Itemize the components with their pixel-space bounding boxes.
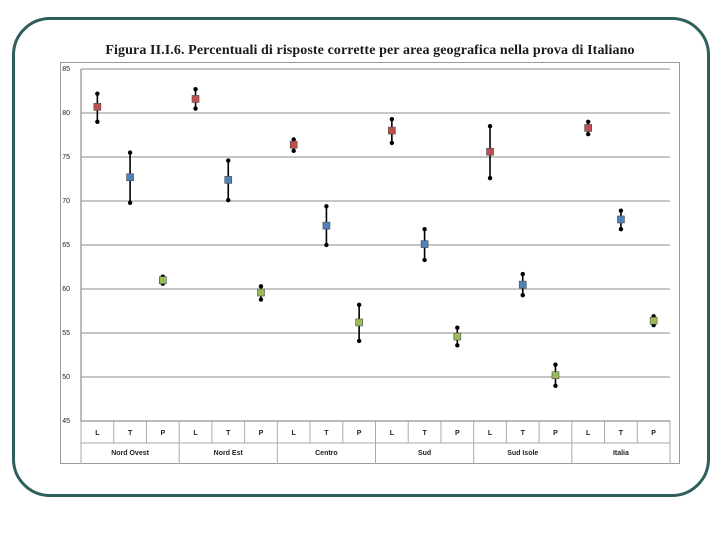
- chart-area: [60, 62, 680, 464]
- error-bar-high: [95, 91, 100, 96]
- category-label-L: L: [95, 430, 100, 437]
- data-point-T: [126, 173, 134, 182]
- y-tick-label: 75: [62, 154, 70, 161]
- y-tick-label: 50: [62, 374, 70, 381]
- error-bar-high: [324, 204, 329, 209]
- category-label-L: L: [488, 430, 493, 437]
- category-label-P: P: [259, 430, 264, 437]
- category-label-T: T: [521, 430, 526, 437]
- error-bar-low: [291, 148, 296, 154]
- error-bar-low: [422, 257, 427, 263]
- category-label-P: P: [455, 430, 460, 437]
- data-point-P: [649, 316, 658, 325]
- data-point-P: [355, 318, 363, 327]
- data-point-T: [322, 221, 331, 230]
- error-bar-low: [226, 197, 231, 203]
- category-label-L: L: [586, 430, 591, 437]
- data-point-P: [257, 288, 265, 297]
- error-bar-high: [520, 271, 525, 277]
- data-point-P: [551, 371, 560, 380]
- error-bar-low: [553, 383, 558, 388]
- group-label: Sud: [418, 450, 431, 457]
- error-bar-low: [520, 292, 525, 298]
- y-tick-label: 60: [62, 286, 70, 293]
- error-bar-high: [226, 158, 231, 163]
- category-label-L: L: [292, 430, 297, 437]
- y-tick-label: 65: [62, 242, 70, 249]
- data-point-P: [453, 332, 462, 341]
- category-label-T: T: [619, 430, 624, 437]
- error-bar-low: [389, 140, 395, 146]
- error-bar-low: [95, 119, 100, 125]
- error-bar-high: [291, 137, 296, 142]
- group-label: Sud Isole: [507, 450, 538, 457]
- error-bar-high: [127, 150, 133, 155]
- data-point-L: [486, 147, 494, 156]
- data-point-L: [289, 140, 298, 149]
- category-label-P: P: [160, 430, 165, 437]
- error-bar-high: [193, 87, 198, 92]
- error-bar-low: [487, 175, 493, 181]
- group-label: Nord Ovest: [111, 450, 149, 457]
- error-bar-high: [422, 226, 427, 232]
- data-point-T: [617, 215, 625, 224]
- category-label-P: P: [553, 430, 558, 437]
- error-bar-low: [127, 200, 133, 205]
- group-label: Italia: [613, 450, 629, 457]
- category-label-T: T: [226, 430, 231, 437]
- category-label-P: P: [651, 430, 656, 437]
- data-point-P: [159, 276, 167, 285]
- group-label: Nord Est: [214, 450, 244, 457]
- category-label-L: L: [390, 430, 395, 437]
- error-bar-low: [585, 131, 591, 137]
- data-point-T: [224, 176, 233, 184]
- y-tick-label: 80: [62, 110, 70, 117]
- data-point-L: [93, 103, 102, 111]
- error-bar-low: [455, 343, 460, 348]
- group-label: Centro: [315, 450, 338, 457]
- y-tick-label: 85: [62, 66, 70, 73]
- y-tick-label: 55: [62, 330, 70, 337]
- data-point-L: [584, 124, 592, 132]
- error-bar-high: [618, 208, 624, 213]
- data-point-T: [518, 280, 527, 289]
- chart-title: Figura II.I.6. Percentuali di risposte c…: [105, 43, 635, 58]
- error-bar-low: [324, 242, 329, 248]
- error-bar-high: [356, 302, 362, 308]
- category-label-T: T: [324, 430, 329, 437]
- error-bar-high: [258, 284, 264, 289]
- data-point-T: [420, 240, 429, 248]
- error-bar-high: [389, 116, 395, 122]
- y-tick-label: 45: [62, 418, 70, 425]
- error-bar-low: [618, 226, 624, 232]
- error-bar-high: [455, 325, 460, 330]
- category-label-T: T: [422, 430, 427, 437]
- slide-frame: [12, 17, 710, 497]
- category-label-L: L: [193, 430, 198, 437]
- error-bar-low: [356, 338, 362, 344]
- error-bar-high: [553, 362, 558, 367]
- error-bar-low: [258, 297, 264, 302]
- category-label-P: P: [357, 430, 362, 437]
- error-bar-low: [193, 106, 198, 111]
- category-label-T: T: [128, 430, 133, 437]
- data-point-L: [191, 95, 200, 103]
- data-point-L: [388, 126, 396, 135]
- y-tick-label: 70: [62, 198, 70, 205]
- error-bar-high: [487, 124, 493, 129]
- error-bar-high: [585, 119, 591, 125]
